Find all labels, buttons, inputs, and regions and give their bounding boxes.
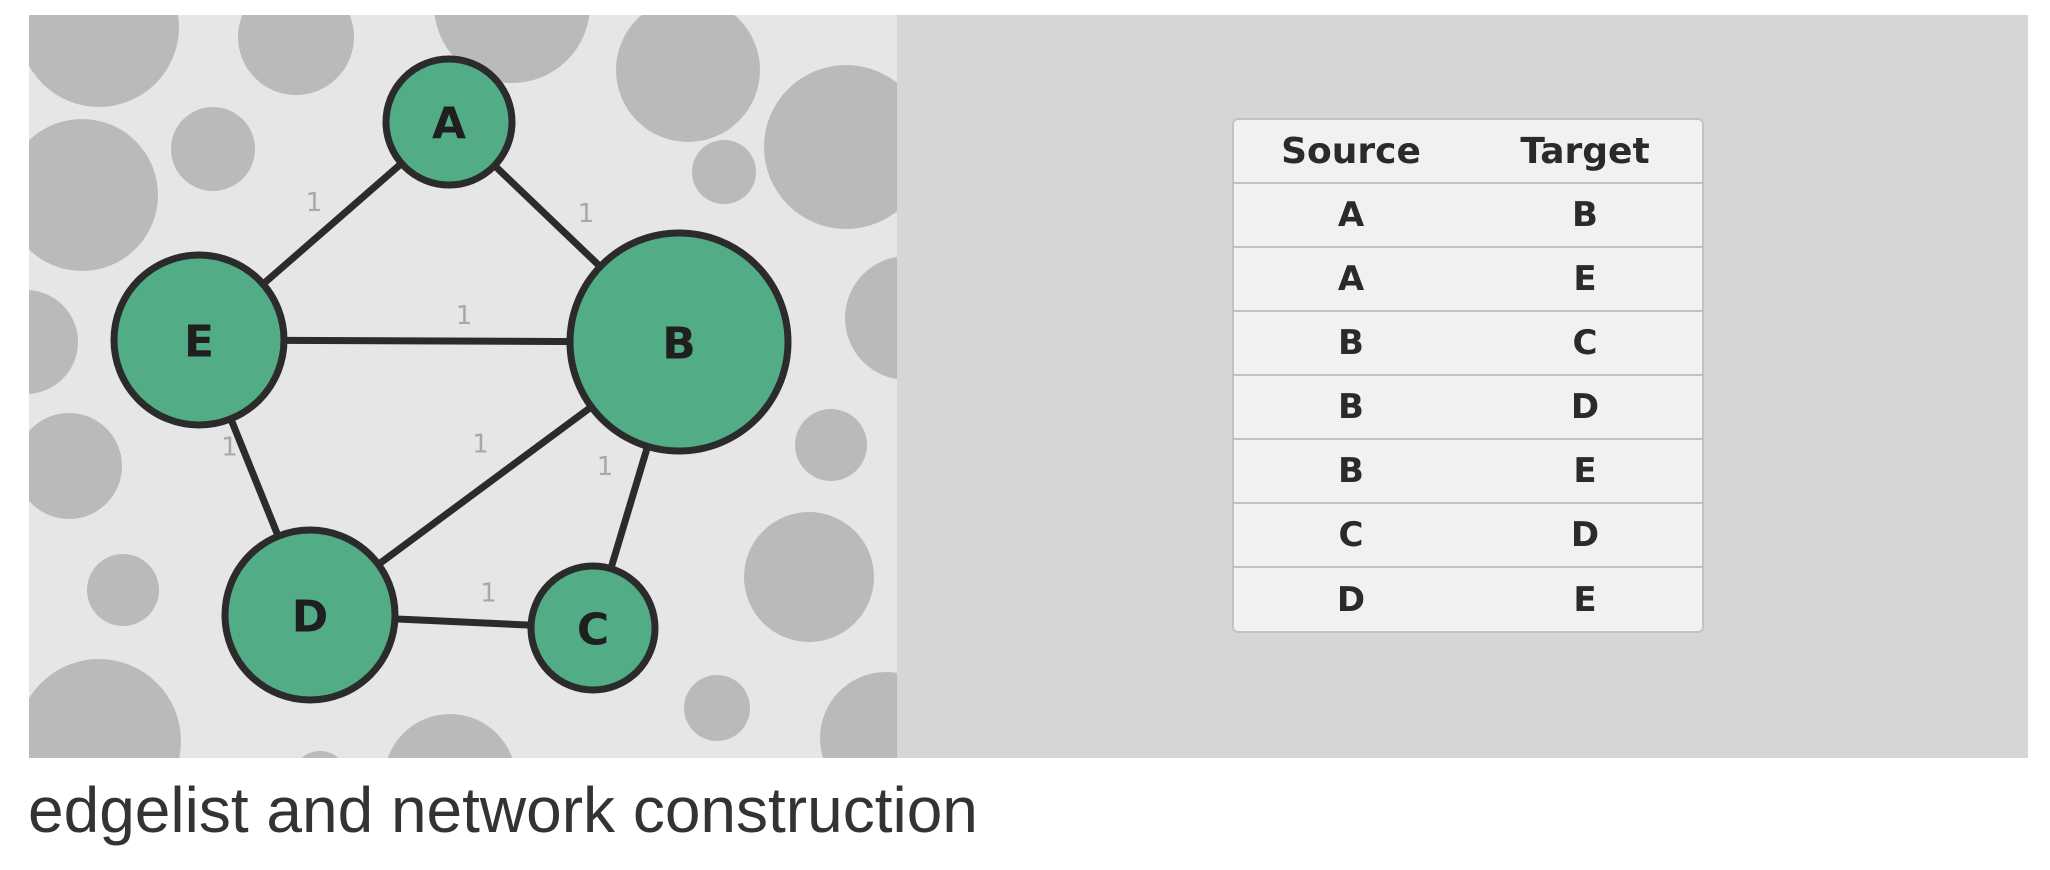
background-bubble	[29, 290, 78, 394]
figure-caption: edgelist and network construction	[28, 770, 978, 850]
node-d: D	[225, 530, 395, 700]
edge-weight-d-e: 1	[221, 433, 238, 463]
node-label: A	[432, 99, 466, 150]
cell-target: E	[1468, 440, 1702, 502]
background-bubble	[29, 15, 179, 107]
cell-source: B	[1234, 376, 1468, 438]
edge-weight-c-d: 1	[480, 579, 497, 609]
table-header-row: Source Target	[1234, 120, 1702, 184]
node-label: D	[292, 592, 329, 643]
edge-weight-b-d: 1	[472, 430, 489, 460]
edge-weight-b-c: 1	[597, 452, 614, 482]
background-bubble	[292, 751, 348, 758]
node-label: E	[184, 317, 214, 368]
background-bubble	[764, 65, 897, 229]
network-graph: 1 1 1 1 1 1 1 A B C D E	[29, 15, 897, 758]
cell-source: D	[1234, 568, 1468, 631]
node-a: A	[386, 59, 512, 185]
cell-source: B	[1234, 312, 1468, 374]
table-row: B D	[1234, 376, 1702, 440]
network-graph-panel: 1 1 1 1 1 1 1 A B C D E	[29, 15, 897, 758]
edge-weight-a-e: 1	[306, 188, 323, 218]
background-bubble	[238, 15, 354, 95]
background-bubble	[744, 512, 874, 642]
cell-source: A	[1234, 184, 1468, 246]
node-c: C	[531, 566, 655, 690]
background-bubble	[29, 413, 122, 519]
node-b: B	[570, 233, 788, 451]
table-row: B E	[1234, 440, 1702, 504]
background-bubble	[384, 714, 516, 758]
background-bubble	[692, 140, 756, 204]
table-row: C D	[1234, 504, 1702, 568]
cell-target: B	[1468, 184, 1702, 246]
table-row: D E	[1234, 568, 1702, 631]
cell-target: D	[1468, 376, 1702, 438]
table-row: A E	[1234, 248, 1702, 312]
node-label: B	[662, 319, 696, 370]
background-bubble	[29, 659, 181, 758]
table-row: A B	[1234, 184, 1702, 248]
background-bubble	[171, 107, 255, 191]
background-bubble	[87, 554, 159, 626]
background-bubble	[29, 119, 158, 271]
background-bubble	[795, 409, 867, 481]
header-source: Source	[1234, 120, 1468, 182]
cell-target: E	[1468, 568, 1702, 631]
header-target: Target	[1468, 120, 1702, 182]
background-bubble	[845, 256, 897, 380]
background-bubble	[616, 15, 760, 142]
cell-source: C	[1234, 504, 1468, 566]
cell-target: C	[1468, 312, 1702, 374]
background-bubble	[820, 672, 897, 758]
node-e: E	[114, 255, 284, 425]
cell-target: E	[1468, 248, 1702, 310]
cell-source: B	[1234, 440, 1468, 502]
cell-target: D	[1468, 504, 1702, 566]
cell-source: A	[1234, 248, 1468, 310]
edgelist-table: Source Target A B A E B C B D B E C D D	[1232, 118, 1704, 633]
edge-weight-b-e: 1	[456, 301, 473, 331]
table-row: B C	[1234, 312, 1702, 376]
edge-weight-a-b: 1	[578, 199, 595, 229]
background-bubble	[684, 675, 750, 741]
node-label: C	[577, 605, 609, 656]
